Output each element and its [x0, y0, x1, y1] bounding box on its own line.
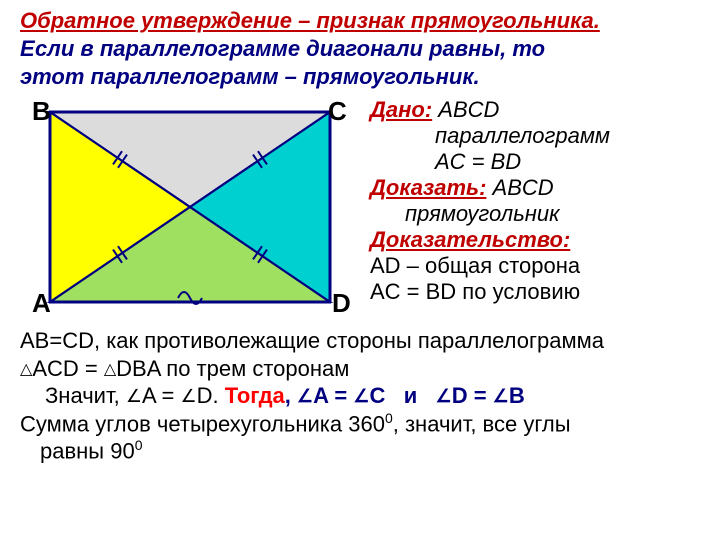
angle-icon: ∠: [353, 385, 369, 408]
title: Обратное утверждение – признак прямоугол…: [20, 8, 700, 34]
proof-p4b: DBA по трем сторонам: [116, 356, 349, 381]
proof-p1: AD – общая сторона: [370, 253, 700, 279]
given-label: Дано:: [370, 97, 432, 122]
svg-text:C: C: [328, 96, 347, 126]
prove-label: Доказать:: [370, 175, 486, 200]
given-l2: параллелограмм: [435, 123, 700, 149]
degree-zero: 0: [135, 437, 143, 453]
angle-icon: ∠: [181, 385, 197, 408]
triangle-icon: △: [20, 360, 32, 380]
proof-p6a: Сумма углов четырехугольника 360: [20, 411, 385, 436]
proof-p5g: B: [509, 383, 525, 408]
proof-p5c: D.: [197, 383, 225, 408]
proof-and: и: [404, 383, 418, 408]
proof-p6b: , значит, все углы: [393, 411, 571, 436]
angle-icon: ∠: [436, 385, 452, 408]
theorem-line-2: этот параллелограмм – прямоугольник.: [20, 64, 700, 90]
prove-l1: ABCD: [486, 175, 553, 200]
theorem-line-1: Если в параллелограмме диагонали равны, …: [20, 36, 700, 62]
proof-p5f: D =: [452, 383, 493, 408]
right-panel: Дано: ABCD параллелограмм AC = BD Доказа…: [370, 92, 700, 305]
proof-p5d: A =: [313, 383, 353, 408]
proof-label: Доказательство:: [370, 227, 700, 253]
proof-p3: AB=CD, как противолежащие стороны паралл…: [20, 327, 700, 355]
prove-l2: прямоугольник: [405, 201, 700, 227]
svg-text:B: B: [32, 96, 51, 126]
figure: B C A D: [20, 92, 350, 327]
proof-p5b: A =: [142, 383, 181, 408]
svg-text:A: A: [32, 288, 51, 318]
proof-p6c: равны 90: [40, 439, 135, 464]
angle-icon: ∠: [126, 385, 142, 408]
proof-p5e: C: [369, 383, 385, 408]
angle-icon: ∠: [493, 385, 509, 408]
angle-icon: ∠: [297, 385, 313, 408]
proof-p5a: Значит,: [45, 383, 126, 408]
proof-p2: AC = BD по условию: [370, 279, 700, 305]
given-l1: ABCD: [432, 97, 499, 122]
triangle-icon: △: [104, 360, 116, 380]
proof-then: Тогда: [225, 383, 285, 408]
proof-p4a: ACD =: [32, 356, 104, 381]
degree-zero: 0: [385, 410, 393, 426]
svg-text:D: D: [332, 288, 350, 318]
proof-body: AB=CD, как противолежащие стороны паралл…: [20, 327, 700, 465]
given-l3: AC = BD: [435, 149, 700, 175]
